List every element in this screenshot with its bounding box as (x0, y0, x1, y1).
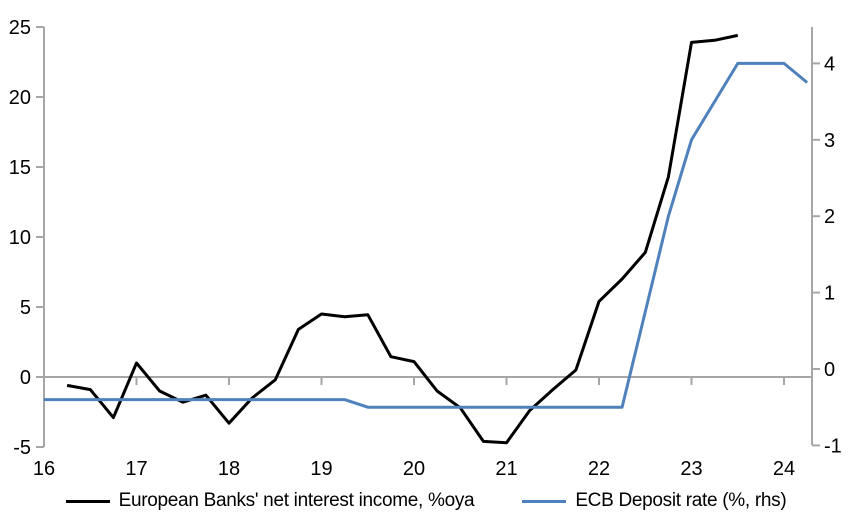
y-axis-left-tick-label: 5 (20, 297, 31, 319)
y-axis-right-tick-label: -1 (824, 435, 842, 457)
x-axis-tick-label: 17 (125, 458, 147, 480)
y-axis-left-tick-label: 15 (9, 157, 31, 179)
y-axis-left-tick-label: 25 (9, 17, 31, 39)
series-line-1 (44, 61, 809, 409)
x-axis-tick-label: 22 (588, 458, 610, 480)
x-axis-tick-label: 16 (33, 458, 55, 480)
x-axis-tick-label: 21 (495, 458, 517, 480)
y-axis-right-tick-label: 1 (824, 283, 835, 305)
y-axis-left-tick-label: 20 (9, 87, 31, 109)
net-interest-income-line-swatch (65, 499, 110, 503)
y-axis-right-tick-label: 3 (824, 130, 835, 152)
series-line-0 (66, 33, 739, 445)
legend-label-net-interest-income: European Banks' net interest income, %oy… (118, 490, 475, 511)
y-axis-right-tick-label: 2 (824, 206, 835, 228)
y-axis-right-tick-label: 0 (824, 359, 835, 381)
legend-item-ecb-deposit-rate: ECB Deposit rate (%, rhs) (522, 490, 787, 512)
x-axis-tick-label: 23 (680, 458, 702, 480)
y-axis-right: 4 3 2 1 0 -1 (811, 27, 842, 457)
y-axis-right-tick-label: 4 (824, 53, 835, 75)
y-axis-left-tick-label: 0 (20, 367, 31, 389)
legend-item-net-interest-income: European Banks' net interest income, %oy… (65, 490, 475, 512)
x-axis-tick-label: 18 (218, 458, 240, 480)
y-axis-left-tick-label: 10 (9, 227, 31, 249)
chart-legend: European Banks' net interest income, %oy… (0, 488, 852, 514)
x-axis-tick-label: 20 (403, 458, 425, 480)
x-axis-tick-label: 19 (310, 458, 332, 480)
x-axis-tick-label: 24 (773, 458, 795, 480)
legend-label-ecb-deposit-rate: ECB Deposit rate (%, rhs) (575, 490, 787, 511)
ecb-deposit-rate-line-swatch (522, 499, 567, 503)
y-axis-left: 25 20 15 10 5 0 -5 (9, 17, 45, 459)
y-axis-left-tick-label: -5 (13, 437, 31, 459)
x-axis: 16 17 18 19 20 21 22 23 24 (33, 376, 812, 480)
